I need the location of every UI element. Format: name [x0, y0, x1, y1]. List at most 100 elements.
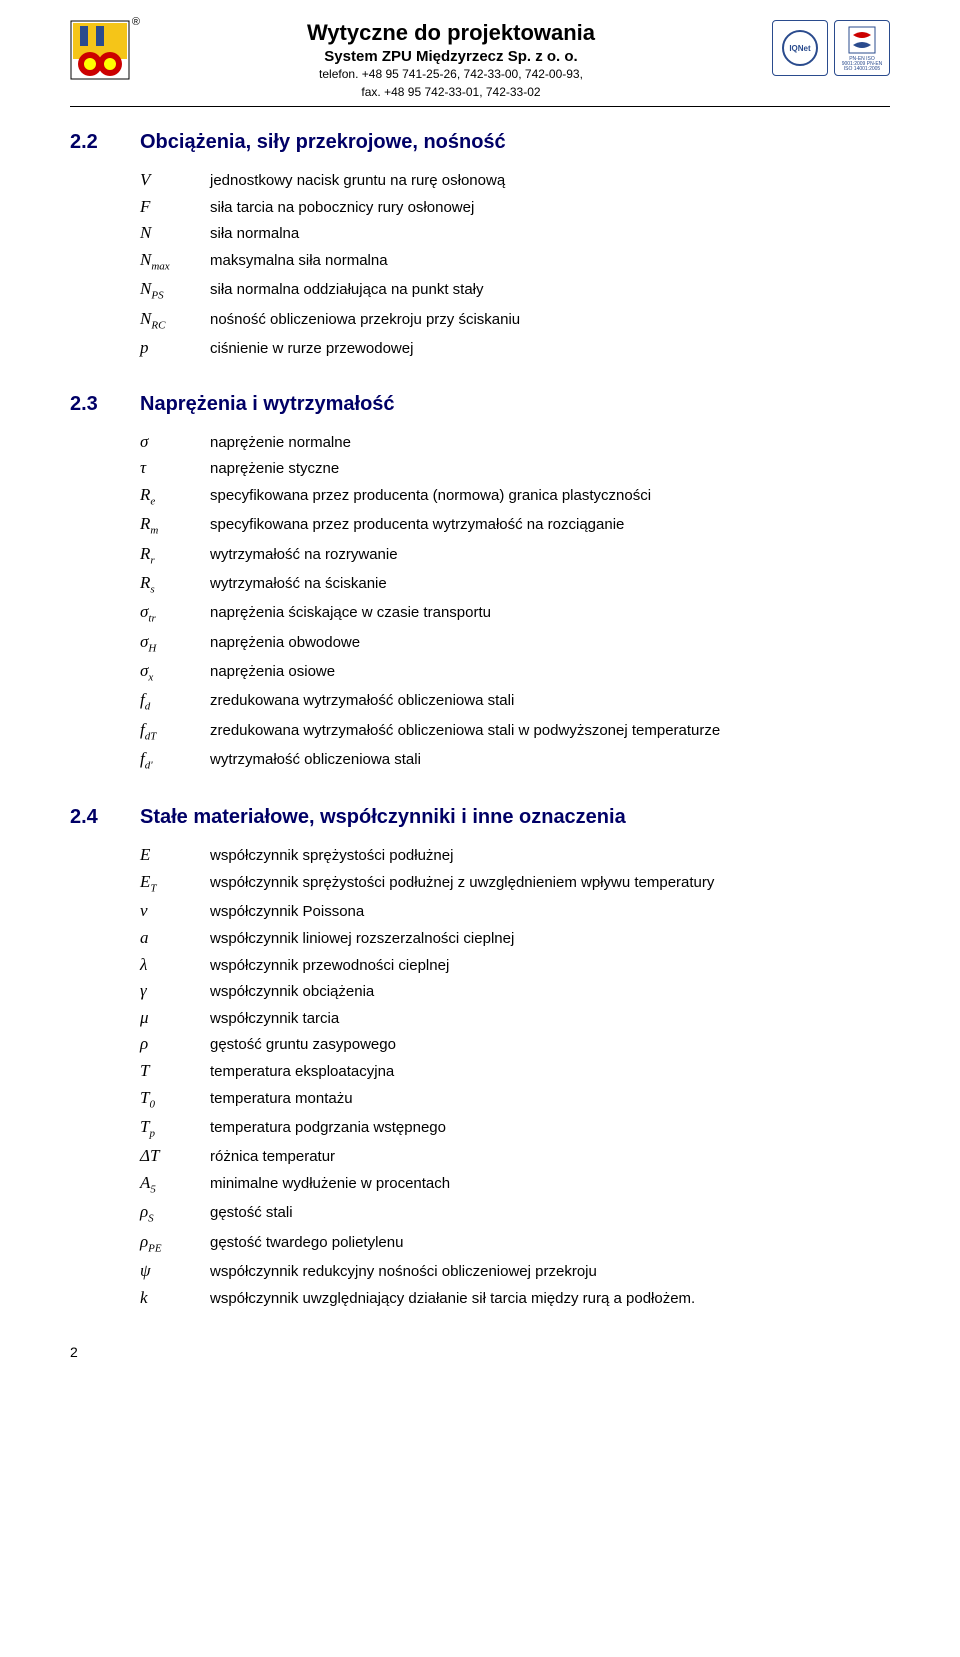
symbol: Rs — [140, 571, 210, 598]
description: różnica temperatur — [210, 1146, 890, 1168]
description: współczynnik liniowej rozszerzalności ci… — [210, 928, 890, 950]
description: współczynnik obciążenia — [210, 981, 890, 1003]
symbol: ρS — [140, 1200, 210, 1227]
definition-row: σtrnaprężenia ściskające w czasie transp… — [140, 600, 890, 627]
description: wytrzymałość obliczeniowa stali — [210, 749, 890, 771]
symbol: γ — [140, 979, 210, 1004]
symbol: σtr — [140, 600, 210, 627]
fax-line: fax. +48 95 742-33-01, 742-33-02 — [140, 85, 762, 101]
section-title: Obciążenia, siły przekrojowe, nośność — [140, 131, 506, 154]
description: specyfikowana przez producenta (normowa)… — [210, 485, 890, 507]
definition-row: γwspółczynnik obciążenia — [140, 979, 890, 1004]
description: wytrzymałość na rozrywanie — [210, 544, 890, 566]
definition-row: ΔTróżnica temperatur — [140, 1144, 890, 1169]
section-number: 2.4 — [70, 806, 140, 829]
description: naprężenie normalne — [210, 432, 890, 454]
description: specyfikowana przez producenta wytrzymał… — [210, 514, 890, 536]
company-name: System ZPU Międzyrzecz Sp. z o. o. — [140, 48, 762, 65]
description: współczynnik sprężystości podłużnej — [210, 845, 890, 867]
symbol: Rm — [140, 512, 210, 539]
description: temperatura montażu — [210, 1088, 890, 1110]
description: gęstość twardego polietylenu — [210, 1232, 890, 1254]
section-heading: 2.2Obciążenia, siły przekrojowe, nośność — [70, 131, 890, 154]
symbol: λ — [140, 953, 210, 978]
description: naprężenia ściskające w czasie transport… — [210, 602, 890, 624]
symbol: NPS — [140, 277, 210, 304]
symbol: σx — [140, 659, 210, 686]
definition-list: Vjednostkowy nacisk gruntu na rurę osłon… — [140, 168, 890, 361]
symbol: Nmax — [140, 248, 210, 275]
definition-list: Ewspółczynnik sprężystości podłużnejETws… — [140, 843, 890, 1310]
page-header: ® Wytyczne do projektowania System ZPU M… — [70, 20, 890, 107]
symbol: p — [140, 336, 210, 361]
symbol: ρ — [140, 1032, 210, 1057]
definition-row: kwspółczynnik uwzględniający działanie s… — [140, 1286, 890, 1311]
definition-row: Fsiła tarcia na pobocznicy rury osłonowe… — [140, 195, 890, 220]
definition-row: Tptemperatura podgrzania wstępnego — [140, 1115, 890, 1142]
definition-row: σHnaprężenia obwodowe — [140, 630, 890, 657]
definition-row: NRCnośność obliczeniowa przekroju przy ś… — [140, 307, 890, 334]
header-badges: IQNet PN-EN ISO 9001:2009 PN-EN ISO 1400… — [772, 20, 890, 76]
symbol: Rr — [140, 542, 210, 569]
description: siła normalna oddziałująca na punkt stał… — [210, 279, 890, 301]
definition-row: NPSsiła normalna oddziałująca na punkt s… — [140, 277, 890, 304]
section-number: 2.3 — [70, 393, 140, 416]
symbol: a — [140, 926, 210, 951]
symbol: σ — [140, 430, 210, 455]
symbol: F — [140, 195, 210, 220]
definition-row: λwspółczynnik przewodności cieplnej — [140, 953, 890, 978]
header-center: Wytyczne do projektowania System ZPU Mię… — [130, 20, 772, 100]
definition-row: T0temperatura montażu — [140, 1086, 890, 1113]
definition-row: awspółczynnik liniowej rozszerzalności c… — [140, 926, 890, 951]
fax-label: fax. — [361, 85, 380, 99]
definition-row: σxnaprężenia osiowe — [140, 659, 890, 686]
description: temperatura podgrzania wstępnego — [210, 1117, 890, 1139]
symbol: ψ — [140, 1259, 210, 1284]
definition-row: fd'wytrzymałość obliczeniowa stali — [140, 747, 890, 774]
content-body: 2.2Obciążenia, siły przekrojowe, nośność… — [70, 131, 890, 1310]
symbol: ρPE — [140, 1230, 210, 1257]
description: gęstość gruntu zasypowego — [210, 1034, 890, 1056]
fax-numbers: +48 95 742-33-01, 742-33-02 — [384, 85, 540, 99]
page-number: 2 — [70, 1344, 78, 1360]
description: naprężenia osiowe — [210, 661, 890, 683]
symbol: NRC — [140, 307, 210, 334]
description: naprężenie styczne — [210, 458, 890, 480]
definition-row: Nsiła normalna — [140, 221, 890, 246]
document-page: ® Wytyczne do projektowania System ZPU M… — [0, 0, 960, 1372]
definition-row: Rswytrzymałość na ściskanie — [140, 571, 890, 598]
description: współczynnik tarcia — [210, 1008, 890, 1030]
description: współczynnik przewodności cieplnej — [210, 955, 890, 977]
symbol: ΔT — [140, 1144, 210, 1169]
symbol: μ — [140, 1006, 210, 1031]
description: siła normalna — [210, 223, 890, 245]
definition-row: Nmaxmaksymalna siła normalna — [140, 248, 890, 275]
definition-row: fdzredukowana wytrzymałość obliczeniowa … — [140, 688, 890, 715]
definition-row: A5minimalne wydłużenie w procentach — [140, 1171, 890, 1198]
definition-row: Rrwytrzymałość na rozrywanie — [140, 542, 890, 569]
definition-row: τnaprężenie styczne — [140, 456, 890, 481]
definition-row: Rmspecyfikowana przez producenta wytrzym… — [140, 512, 890, 539]
cert-badge-2: PN-EN ISO 9001:2009 PN-EN ISO 14001:2005 — [834, 20, 890, 76]
definition-row: fdTzredukowana wytrzymałość obliczeniowa… — [140, 718, 890, 745]
cert-standards: PN-EN ISO 9001:2009 PN-EN ISO 14001:2005 — [837, 57, 887, 72]
iqnet-icon: IQNet — [782, 30, 818, 66]
symbol: Re — [140, 483, 210, 510]
section-heading: 2.4Stałe materiałowe, współczynniki i in… — [70, 806, 890, 829]
section-number: 2.2 — [70, 131, 140, 154]
phone-label: telefon. — [319, 67, 358, 81]
definition-row: ETwspółczynnik sprężystości podłużnej z … — [140, 870, 890, 897]
symbol: Tp — [140, 1115, 210, 1142]
description: współczynnik Poissona — [210, 901, 890, 923]
symbol: fd' — [140, 747, 210, 774]
symbol: T0 — [140, 1086, 210, 1113]
description: ciśnienie w rurze przewodowej — [210, 338, 890, 360]
symbol: N — [140, 221, 210, 246]
doc-title: Wytyczne do projektowania — [140, 20, 762, 46]
phone-numbers: +48 95 741-25-26, 742-33-00, 742-00-93, — [362, 67, 583, 81]
definition-row: μwspółczynnik tarcia — [140, 1006, 890, 1031]
description: zredukowana wytrzymałość obliczeniowa st… — [210, 720, 890, 742]
symbol: fd — [140, 688, 210, 715]
section-title: Stałe materiałowe, współczynniki i inne … — [140, 806, 626, 829]
definition-row: ρPEgęstość twardego polietylenu — [140, 1230, 890, 1257]
